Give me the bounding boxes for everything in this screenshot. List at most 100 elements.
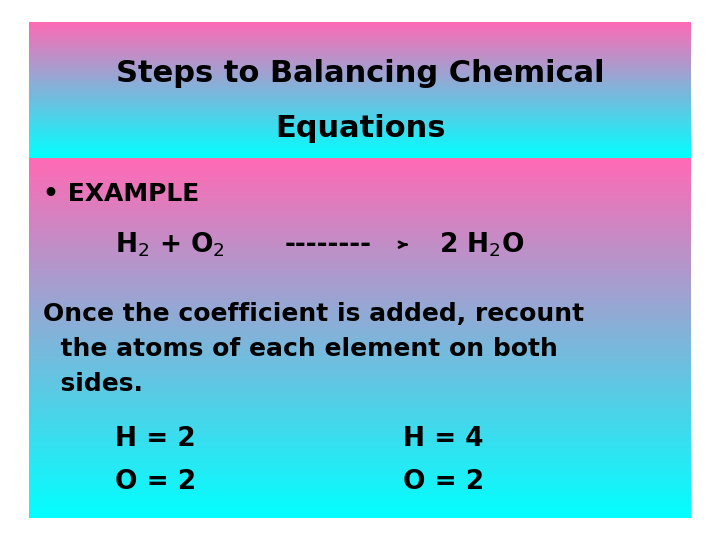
Bar xyxy=(29,484,691,486)
Bar xyxy=(29,427,691,428)
Bar xyxy=(29,123,691,124)
Bar xyxy=(29,228,691,230)
Bar xyxy=(29,300,691,302)
Bar xyxy=(29,212,691,214)
Bar xyxy=(29,281,691,282)
Bar xyxy=(29,83,691,84)
Bar xyxy=(29,65,691,66)
Bar xyxy=(29,495,691,497)
Bar xyxy=(29,187,691,189)
Bar xyxy=(29,53,691,55)
Bar xyxy=(29,401,691,403)
Bar xyxy=(29,255,691,257)
Bar xyxy=(29,101,691,102)
Text: 2 H$_2$O: 2 H$_2$O xyxy=(439,231,525,259)
Bar xyxy=(29,475,691,477)
Bar xyxy=(29,447,691,448)
Bar xyxy=(29,482,691,484)
Bar xyxy=(29,355,691,356)
Bar xyxy=(29,292,691,293)
Bar xyxy=(29,208,691,211)
Bar xyxy=(29,468,691,470)
Bar xyxy=(29,49,691,50)
Bar xyxy=(29,25,691,26)
Bar xyxy=(29,68,691,69)
Bar xyxy=(29,139,691,140)
Bar xyxy=(29,403,691,405)
Bar xyxy=(29,117,691,118)
Bar xyxy=(29,84,691,85)
Bar xyxy=(29,23,691,24)
Bar xyxy=(29,45,691,46)
Bar xyxy=(29,331,691,333)
Bar xyxy=(29,103,691,104)
Bar xyxy=(29,27,691,28)
Bar xyxy=(29,140,691,141)
Text: H = 2: H = 2 xyxy=(115,426,196,452)
Bar xyxy=(29,295,691,297)
Bar xyxy=(29,457,691,459)
Bar xyxy=(29,34,691,35)
Bar xyxy=(29,366,691,367)
Bar xyxy=(29,509,691,511)
Bar xyxy=(29,138,691,139)
Bar xyxy=(29,488,691,490)
Bar xyxy=(29,320,691,322)
Bar xyxy=(29,358,691,360)
Bar xyxy=(29,28,691,29)
Bar xyxy=(29,324,691,326)
Bar xyxy=(29,420,691,421)
Bar xyxy=(29,191,691,192)
Bar xyxy=(29,439,691,441)
Bar xyxy=(29,144,691,145)
Bar xyxy=(29,77,691,78)
Bar xyxy=(29,513,691,515)
Bar xyxy=(29,69,691,70)
Bar xyxy=(29,156,691,157)
Bar xyxy=(29,387,691,389)
Text: H$_2$ + O$_2$: H$_2$ + O$_2$ xyxy=(115,231,225,259)
Bar xyxy=(29,82,691,83)
Bar xyxy=(29,162,691,164)
Bar xyxy=(29,105,691,106)
Bar xyxy=(29,100,691,101)
Bar xyxy=(29,344,691,346)
Bar xyxy=(29,125,691,126)
Bar xyxy=(29,243,691,245)
Bar xyxy=(29,414,691,416)
Bar xyxy=(29,59,691,60)
Bar xyxy=(29,169,691,171)
Bar xyxy=(29,211,691,212)
Bar xyxy=(29,454,691,455)
Bar xyxy=(29,42,691,43)
Bar xyxy=(29,459,691,461)
Bar xyxy=(29,335,691,336)
Bar xyxy=(29,466,691,468)
Bar xyxy=(29,382,691,383)
Bar xyxy=(29,319,691,320)
Bar xyxy=(29,308,691,309)
Bar xyxy=(29,88,691,89)
Bar xyxy=(29,407,691,409)
Bar xyxy=(29,425,691,427)
Bar xyxy=(29,252,691,254)
Bar xyxy=(29,270,691,272)
Bar xyxy=(29,153,691,154)
Bar xyxy=(29,504,691,506)
Bar xyxy=(29,66,691,68)
Bar xyxy=(29,216,691,218)
Bar xyxy=(29,309,691,311)
Bar xyxy=(29,176,691,178)
Bar xyxy=(29,491,691,493)
Bar xyxy=(29,63,691,64)
Bar xyxy=(29,481,691,482)
Bar xyxy=(29,33,691,34)
Bar xyxy=(29,261,691,262)
Bar xyxy=(29,470,691,471)
Bar xyxy=(29,502,691,504)
Text: Steps to Balancing Chemical: Steps to Balancing Chemical xyxy=(116,59,604,88)
Bar xyxy=(29,214,691,216)
Bar xyxy=(29,306,691,308)
Bar xyxy=(29,299,691,300)
Bar xyxy=(29,416,691,417)
